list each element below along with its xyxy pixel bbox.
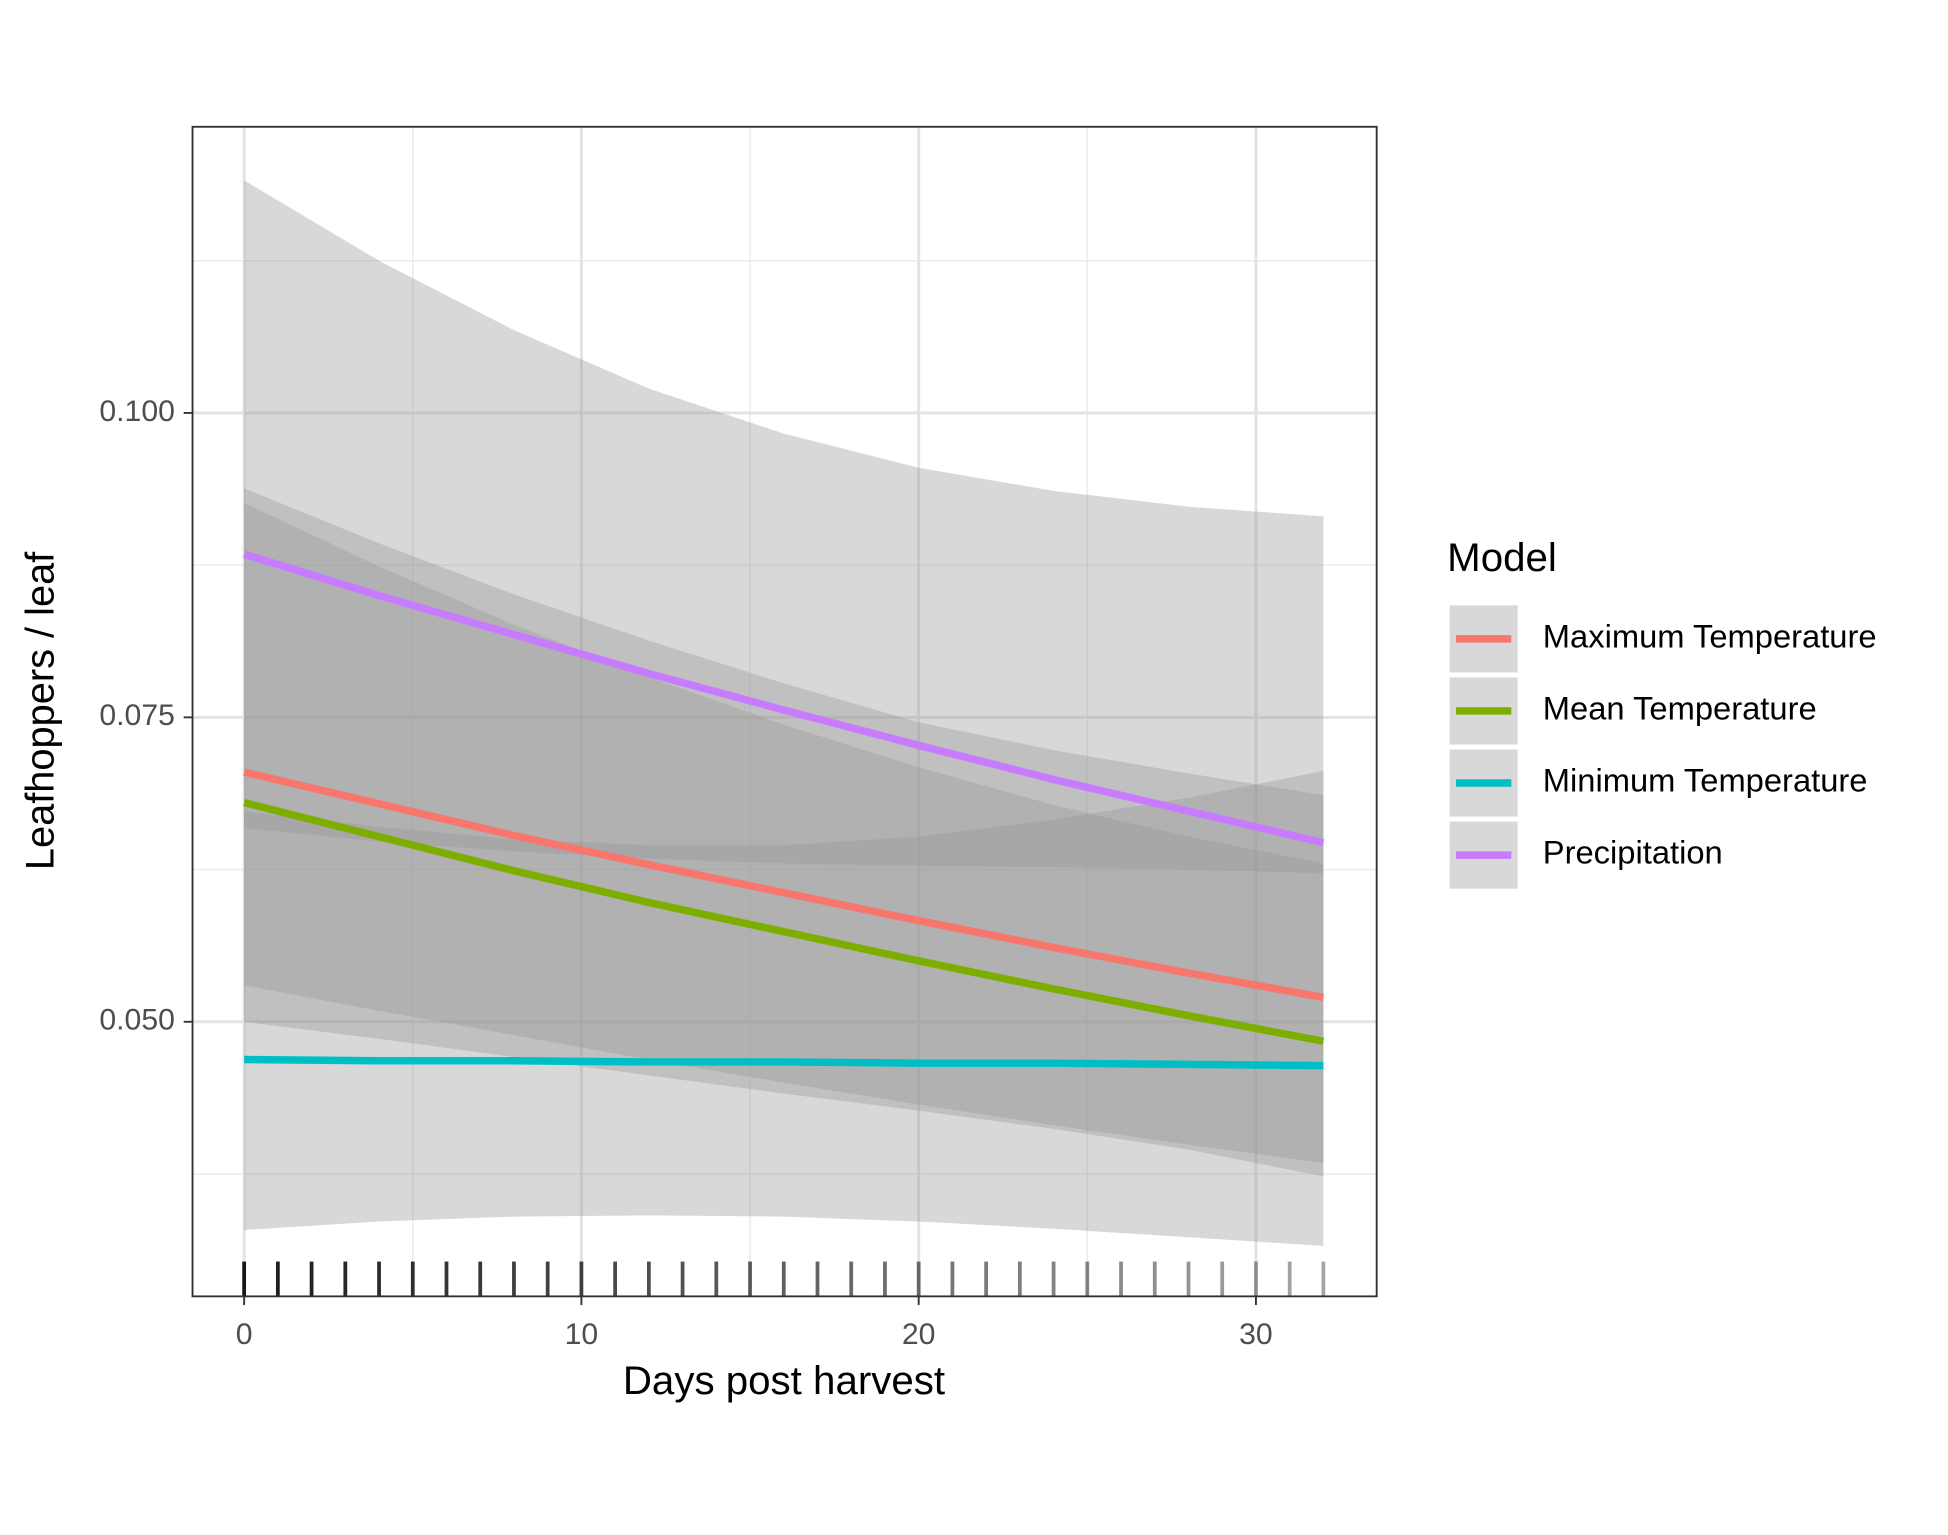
rug (242, 1261, 1326, 1297)
confidence-ribbon (244, 488, 1324, 1164)
legend-label: Minimum Temperature (1543, 763, 1868, 799)
legend-title: Model (1447, 536, 1557, 580)
legend-label: Precipitation (1543, 835, 1723, 871)
y-tick-label: 0.050 (99, 1004, 175, 1037)
grid (192, 126, 1377, 1297)
confidence-ribbon (244, 503, 1324, 1177)
x-tick-label: 10 (565, 1318, 599, 1351)
series-line (243, 798, 1325, 1045)
y-tick-label: 0.100 (99, 395, 175, 428)
confidence-ribbon (244, 180, 1324, 874)
legend-label: Mean Temperature (1543, 691, 1817, 727)
lines (243, 550, 1325, 1070)
y-axis-title: Leafhoppers / leaf (18, 551, 62, 870)
legend-label: Maximum Temperature (1543, 619, 1877, 655)
axes: 0 10 20 30 0.050 0.075 0.100 (99, 395, 1272, 1351)
panel-border (191, 125, 1378, 1298)
x-tick-label: 30 (1239, 1318, 1273, 1351)
x-tick-label: 0 (236, 1318, 253, 1351)
confidence-ribbon (244, 770, 1324, 1246)
series-line (243, 550, 1325, 847)
series-line (244, 1055, 1324, 1070)
y-tick-label: 0.075 (99, 699, 175, 732)
x-tick-label: 20 (902, 1318, 936, 1351)
ribbons (244, 180, 1324, 1246)
x-axis-title: Days post harvest (623, 1359, 945, 1403)
series-line (243, 768, 1325, 1002)
legend: Model Maximum Temperature Mean Temperatur… (1447, 536, 1877, 889)
